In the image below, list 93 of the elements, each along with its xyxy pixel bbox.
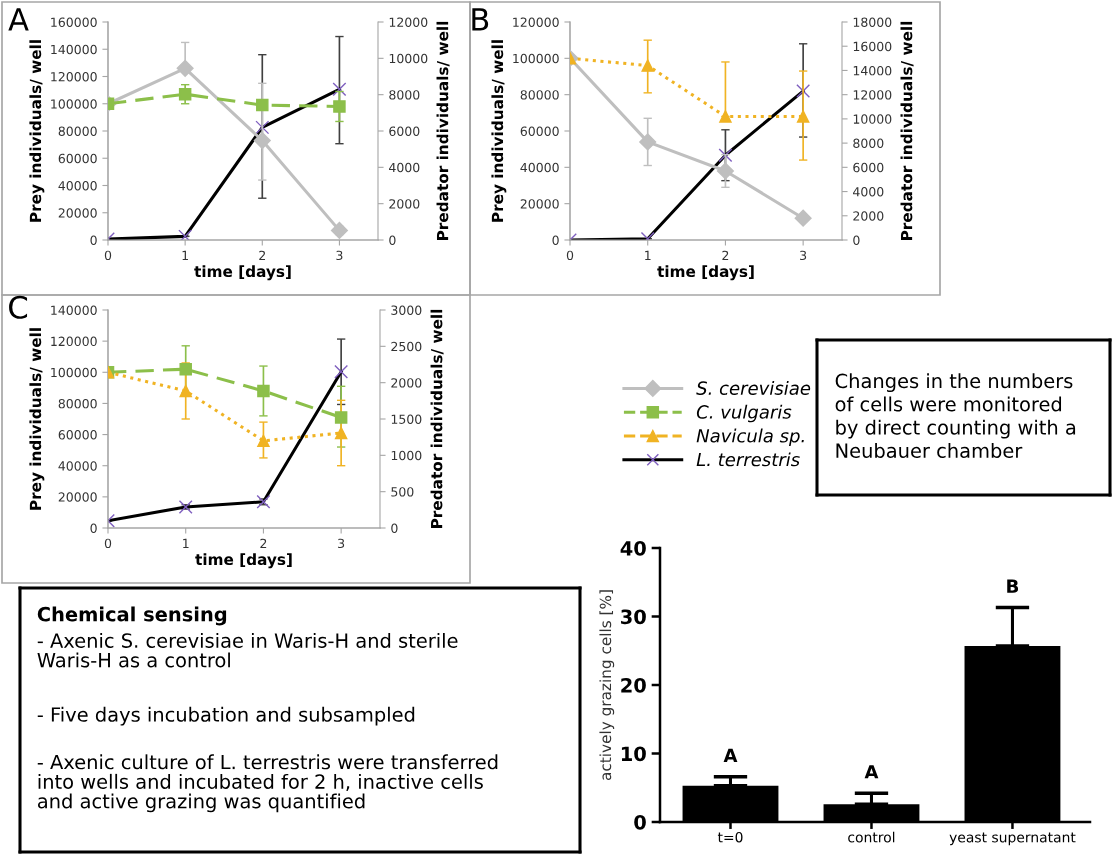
y2-tick-label: 1500 [391,414,422,424]
y-axis-title: Prey individuals/ well [491,40,507,222]
x-tick-label: 2 [259,250,266,260]
chart-title: C [9,295,28,319]
y-tick-label: 10 [621,746,646,762]
y-tick-label: 120000 [51,336,97,347]
x-axis-title: time [days] [194,265,291,281]
y-tick-label: 20000 [58,492,97,502]
text: - Axenic S. cerevisiae in Waris-H and sterile Waris-H as a control [37,632,458,668]
y2-axis-title: Predator individuals/ well [900,21,914,240]
y-tick-label: 80000 [520,90,559,100]
x-axis-title: time [days] [657,265,754,281]
y-tick-label: 60000 [520,126,559,136]
x-tick-label: 3 [800,250,807,261]
y2-tick-label: 8000 [389,90,420,100]
y-tick-label: 30 [621,609,646,625]
x-tick-label: 0 [104,538,112,549]
x-tick-label: t=0 [717,831,743,843]
x-tick-label: yeast supernatant [949,832,1076,846]
y-tick-label: 80000 [58,398,97,409]
text: - Five days incubation and subsampled [37,706,415,726]
annotation: B [1007,579,1019,593]
y2-tick-label: 0 [391,523,398,533]
y-tick-label: 0 [552,235,559,245]
y2-tick-label: 10000 [853,114,892,124]
text: Chemical sensing [37,606,227,626]
y-tick-label: 20000 [58,208,97,218]
annotation: A [723,748,738,762]
y2-tick-label: 4000 [853,187,884,197]
y2-axis-title: Predator individuals/ well [436,21,450,240]
y-tick-label: 80000 [58,126,97,136]
annotation: A [864,765,879,779]
x-tick-label: 0 [566,250,574,261]
y-tick-label: 20 [621,677,646,693]
y2-tick-label: 500 [391,487,414,497]
x-tick-label: 1 [182,250,188,260]
y-tick-label: 160000 [51,17,97,27]
y2-tick-label: 3000 [391,305,422,315]
y2-tick-label: 0 [853,235,860,245]
x-tick-label: 2 [722,250,729,260]
x-tick-label: 3 [338,538,345,549]
y-tick-label: 100000 [51,367,97,378]
y-tick-label: 40000 [520,162,559,173]
y-tick-label: 40000 [58,461,97,471]
y-axis-title: actively grazing cells [%] [599,590,615,781]
text: - Axenic culture of L. terrestris were transferred into wells and incubated for 2 h, inactive cells and active grazing was quantified [37,754,498,813]
y-tick-label: 60000 [58,430,97,440]
y2-tick-label: 2000 [853,211,884,221]
legend-label: L. terrestris [696,452,800,467]
x-tick-label: 1 [183,538,189,548]
y2-tick-label: 2500 [391,341,422,352]
y-tick-label: 120000 [513,17,559,27]
y2-axis-title: Predator individuals/ well [430,309,444,528]
y-tick-label: 0 [634,814,646,830]
y2-tick-label: 2000 [389,199,420,209]
x-axis-title: time [days] [195,553,292,569]
y-axis-title: Prey individuals/ well [29,328,45,510]
y2-tick-label: 1000 [391,450,422,461]
text: Changes in the numbers of cells were monitored by direct counting with a Neubauer chamber [835,373,1076,459]
x-tick-label: 2 [260,538,267,548]
legend-label: S. cerevisiae [696,381,811,395]
y-tick-label: 140000 [51,305,97,315]
y2-tick-label: 18000 [853,17,892,27]
y2-tick-label: 4000 [389,162,420,173]
legend-label: Navicula sp. [696,428,804,447]
y2-tick-label: 12000 [853,90,892,100]
y-axis-title: Prey individuals/ well [29,40,45,222]
chart-title: B [472,8,489,31]
y2-tick-label: 10000 [389,53,428,64]
y2-tick-label: 0 [389,235,396,245]
y2-tick-label: 8000 [853,138,884,149]
x-tick-label: 1 [645,250,651,260]
y-tick-label: 20000 [520,199,559,209]
x-tick-label: control [848,831,895,843]
y-tick-label: 0 [90,523,97,533]
legend-label: C. vulgaris [696,404,792,423]
y-tick-label: 100000 [513,53,559,64]
y2-tick-label: 12000 [389,17,428,27]
y-tick-label: 120000 [51,71,97,82]
y-tick-label: 40 [620,540,646,556]
y-tick-label: 60000 [58,153,97,164]
y2-tick-label: 2000 [391,378,422,388]
y-tick-label: 100000 [51,99,97,109]
y-tick-label: 40000 [58,180,97,191]
y2-tick-label: 14000 [853,65,892,76]
y2-tick-label: 16000 [853,41,892,52]
x-tick-label: 0 [104,250,112,261]
chart-title: A [8,8,29,31]
y2-tick-label: 6000 [853,162,884,173]
y-tick-label: 140000 [51,44,97,55]
x-tick-label: 3 [336,250,343,261]
y-tick-label: 0 [90,235,97,245]
y2-tick-label: 6000 [389,126,420,136]
